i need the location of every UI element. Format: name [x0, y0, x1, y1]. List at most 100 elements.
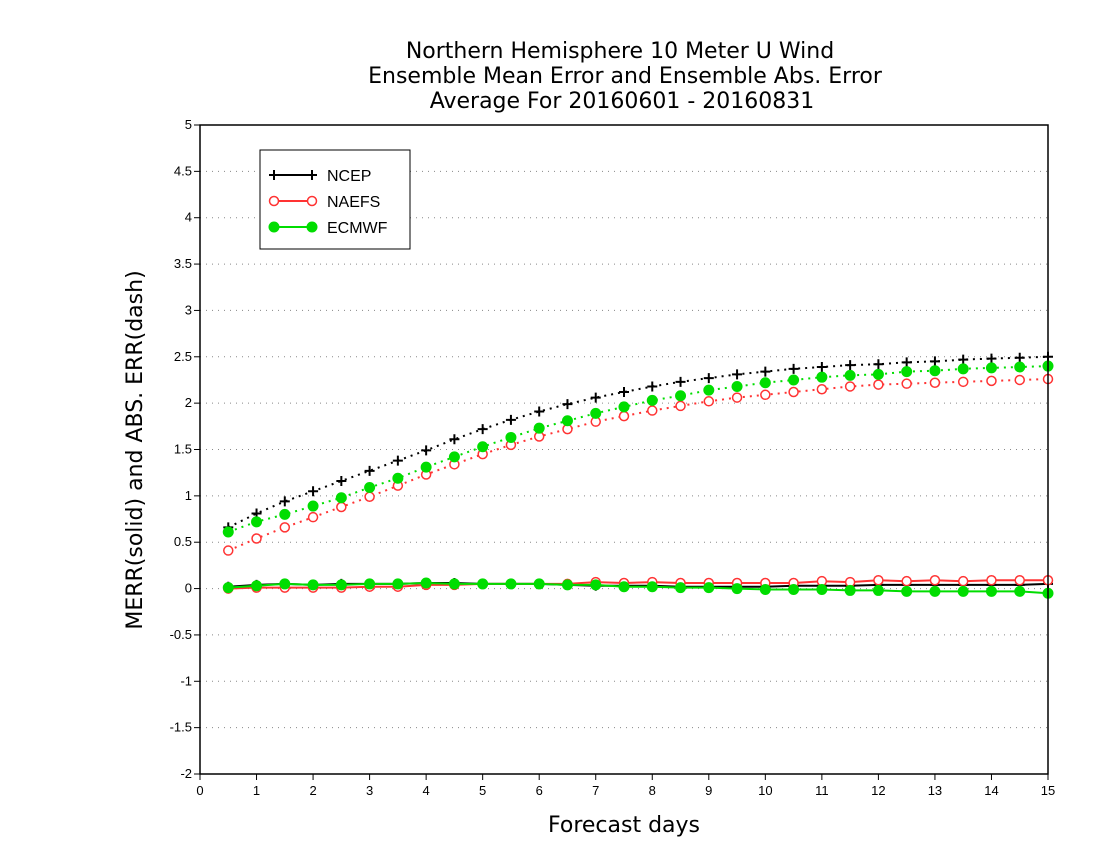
- legend-label-ncep: NCEP: [327, 168, 371, 185]
- y-tick-label: 0.5: [174, 534, 192, 549]
- ecmwf-mean-err-point: [505, 578, 517, 590]
- ncep-abs-err-point: [703, 373, 714, 384]
- ecmwf-mean-err-point: [448, 578, 460, 590]
- y-tick-label: -0.5: [170, 627, 192, 642]
- y-tick-label: 0: [185, 581, 192, 596]
- naefs-abs-err-point: [307, 511, 319, 523]
- naefs-abs-err-point: [986, 375, 997, 387]
- y-tick-label: 5: [185, 117, 192, 132]
- x-tick-label: 13: [928, 783, 942, 798]
- legend-marker-naefs: [306, 195, 318, 207]
- ecmwf-abs-err-point: [957, 363, 969, 375]
- naefs-abs-err-point: [675, 400, 686, 412]
- ecmwf-abs-err-point: [335, 492, 347, 504]
- naefs-abs-err-point: [223, 545, 234, 556]
- naefs-abs-err-point: [1014, 374, 1025, 386]
- naefs-mean-err-point: [901, 575, 912, 587]
- ecmwf-mean-err-point: [335, 579, 347, 591]
- x-tick-label: 2: [309, 783, 316, 798]
- ecmwf-mean-err-point: [1014, 585, 1026, 597]
- ecmwf-mean-err-point: [533, 578, 545, 590]
- naefs-mean-err-point: [986, 574, 997, 586]
- ecmwf-abs-err-point: [985, 362, 997, 374]
- x-tick-label: 8: [649, 783, 656, 798]
- legend-label-naefs: NAEFS: [327, 194, 380, 211]
- legend-box: [259, 149, 411, 250]
- y-tick-label: -1: [180, 673, 192, 688]
- naefs-abs-err-point: [618, 410, 630, 422]
- legend-label-ecmwf: ECMWF: [327, 220, 388, 237]
- naefs-abs-err-point: [929, 377, 941, 388]
- ncep-abs-err-point: [873, 359, 884, 370]
- ecmwf-abs-err-point: [872, 368, 884, 380]
- ecmwf-mean-err-point: [420, 577, 432, 589]
- naefs-mean-err-point: [957, 575, 969, 587]
- title-line-2: Ensemble Mean Error and Ensemble Abs. Er…: [368, 64, 883, 89]
- ecmwf-abs-err-point: [279, 508, 291, 520]
- x-tick-label: 11: [815, 783, 829, 798]
- naefs-abs-err-point: [957, 376, 969, 388]
- ncep-abs-err-point: [336, 476, 347, 487]
- legend-marker-ncep: [307, 170, 317, 180]
- ecmwf-abs-err-point: [420, 461, 432, 473]
- x-tick-label: 5: [479, 783, 486, 798]
- ecmwf-mean-err-point: [731, 583, 743, 595]
- title-line-1: Northern Hemisphere 10 Meter U Wind: [406, 39, 834, 64]
- ncep-abs-err-point: [958, 354, 969, 365]
- ecmwf-abs-err-point: [675, 390, 687, 402]
- ncep-abs-err-point: [901, 357, 912, 368]
- x-tick-label: 0: [196, 783, 203, 798]
- x-tick-label: 10: [758, 783, 772, 798]
- x-tick-label: 1: [253, 783, 260, 798]
- naefs-abs-err-point: [760, 389, 771, 401]
- x-tick-label: 6: [536, 783, 543, 798]
- ecmwf-abs-err-point: [646, 394, 658, 406]
- ecmwf-mean-err-point: [816, 583, 828, 595]
- legend-marker-naefs: [268, 195, 280, 207]
- ncep-abs-err-point: [845, 360, 856, 371]
- ecmwf-abs-err-point: [364, 482, 376, 494]
- naefs-mean-err-point: [873, 574, 884, 586]
- naefs-abs-err-point: [844, 381, 856, 392]
- ncep-abs-err-point: [760, 366, 771, 377]
- ecmwf-mean-err-point: [392, 578, 404, 590]
- ecmwf-abs-err-point: [222, 526, 234, 538]
- ecmwf-mean-err-point: [590, 579, 602, 591]
- naefs-abs-err-point: [816, 383, 828, 395]
- ecmwf-mean-err-point: [561, 579, 573, 591]
- y-tick-label: 3: [185, 302, 192, 317]
- ecmwf-abs-err-point: [788, 374, 800, 386]
- naefs-abs-err-point: [647, 405, 658, 416]
- legend-marker-ecmwf: [268, 221, 280, 233]
- y-tick-label: 1.5: [174, 442, 192, 457]
- series-layer: [222, 351, 1054, 599]
- x-tick-label: 12: [871, 783, 885, 798]
- ecmwf-abs-err-point: [731, 380, 743, 392]
- title-line-3: Average For 20160601 - 20160831: [430, 89, 815, 114]
- plot-frame: [199, 124, 1049, 775]
- x-tick-label: 15: [1041, 783, 1055, 798]
- ncep-abs-err-point: [364, 465, 375, 476]
- naefs-abs-err-point: [279, 522, 291, 533]
- series-ecmwf: [222, 360, 1054, 599]
- legend-marker-ncep: [269, 170, 279, 180]
- ecmwf-mean-err-point: [844, 584, 856, 596]
- ecmwf-abs-err-point: [759, 377, 771, 389]
- ncep-abs-err-point: [619, 387, 629, 398]
- ncep-abs-err-point: [505, 414, 516, 425]
- ecmwf-mean-err-point: [872, 584, 884, 596]
- ncep-abs-err-point: [986, 353, 997, 364]
- ncep-abs-err-point: [1014, 352, 1025, 363]
- ecmwf-mean-err-point: [364, 578, 376, 590]
- ecmwf-mean-err-point: [901, 585, 913, 597]
- ecmwf-mean-err-point: [703, 582, 715, 594]
- naefs-abs-err-point: [251, 533, 262, 544]
- ecmwf-abs-err-point: [561, 415, 573, 427]
- series-ncep: [223, 351, 1053, 592]
- ecmwf-abs-err-point: [448, 451, 460, 463]
- naefs-abs-err-point: [873, 379, 884, 390]
- y-tick-label: 4.5: [174, 163, 192, 178]
- ecmwf-abs-err-point: [844, 369, 856, 381]
- ncep-abs-err-point: [675, 376, 686, 387]
